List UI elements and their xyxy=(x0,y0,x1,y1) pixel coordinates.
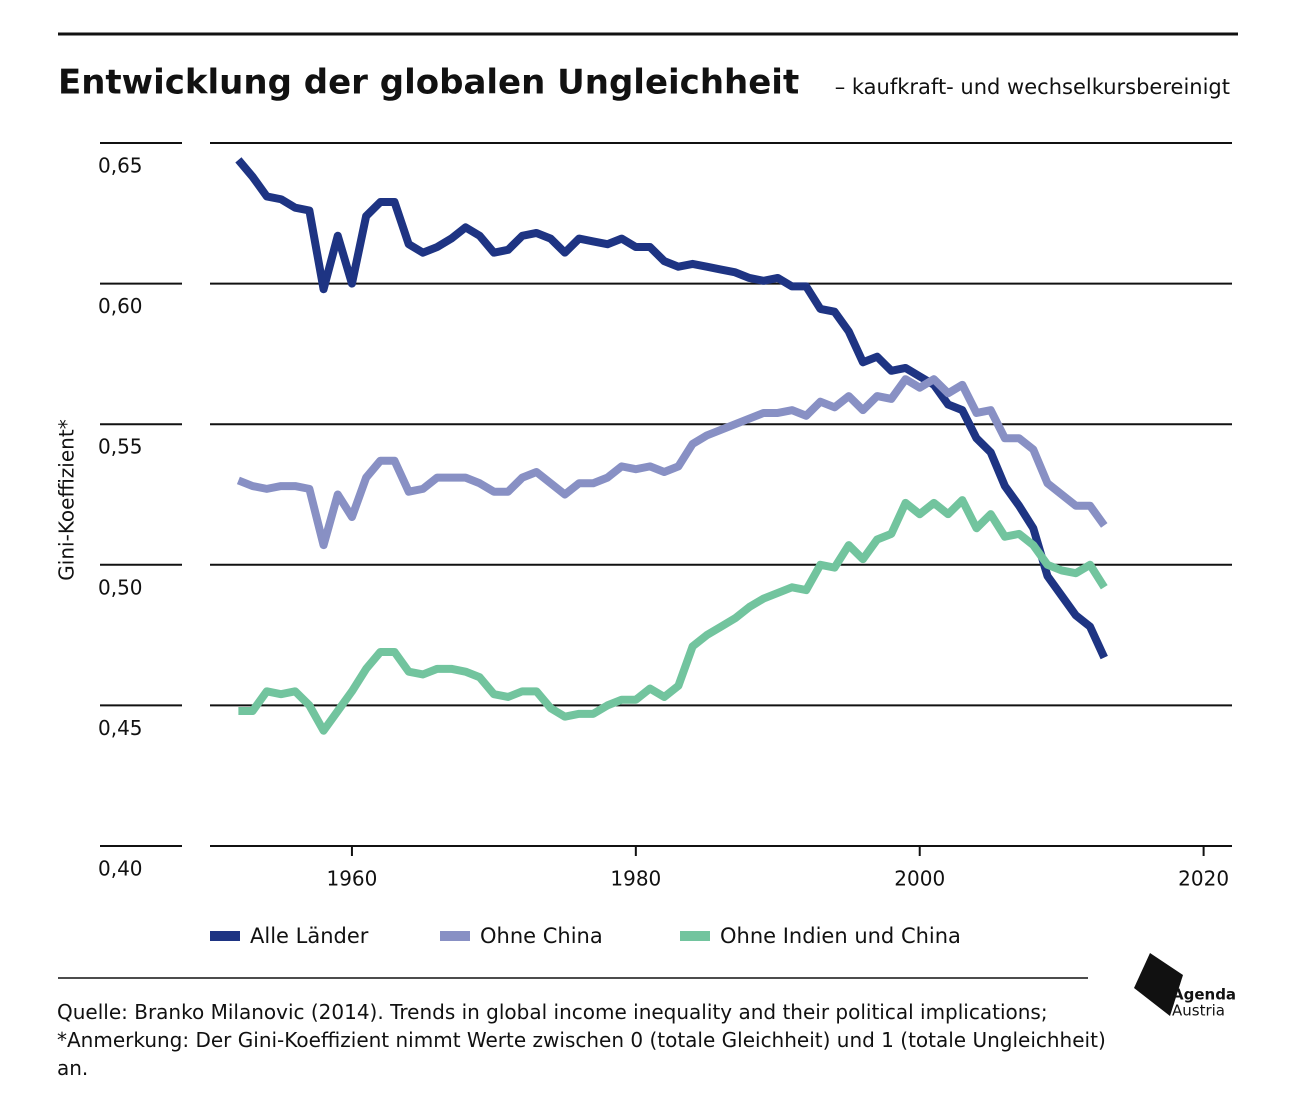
y-tick-label: 0,45 xyxy=(98,716,143,740)
data-line xyxy=(235,157,1108,660)
legend-swatch xyxy=(210,931,240,941)
y-axis-label: Gini-Koeffizient* xyxy=(55,419,79,580)
legend-label: Ohne China xyxy=(480,924,603,948)
y-tick-label: 0,65 xyxy=(98,154,143,178)
x-tick-label: 1980 xyxy=(610,867,661,891)
logo-text: Austria xyxy=(1172,1002,1225,1020)
x-tick-label: 2020 xyxy=(1178,867,1229,891)
data-line xyxy=(238,496,1108,735)
y-tick-label: 0,40 xyxy=(98,857,143,881)
y-tick-label: 0,60 xyxy=(98,294,143,318)
data-line xyxy=(236,375,1108,550)
legend-swatch xyxy=(680,931,710,941)
y-tick-label: 0,55 xyxy=(98,435,143,459)
x-tick-label: 1960 xyxy=(326,867,377,891)
logo-mark xyxy=(1134,953,1183,1016)
logo-text: Agenda xyxy=(1172,986,1236,1004)
source-note: Quelle: Branko Milanovic (2014). Trends … xyxy=(57,1000,1106,1080)
y-tick-label: 0,50 xyxy=(98,575,143,599)
legend-label: Alle Länder xyxy=(250,924,369,948)
x-tick-label: 2000 xyxy=(894,867,945,891)
chart-subtitle: – kaufkraft- und wechselkursbereinigt xyxy=(835,75,1230,99)
legend-label: Ohne Indien und China xyxy=(720,924,961,948)
legend-swatch xyxy=(440,931,470,941)
chart-title: Entwicklung der globalen Ungleichheit xyxy=(58,63,799,103)
